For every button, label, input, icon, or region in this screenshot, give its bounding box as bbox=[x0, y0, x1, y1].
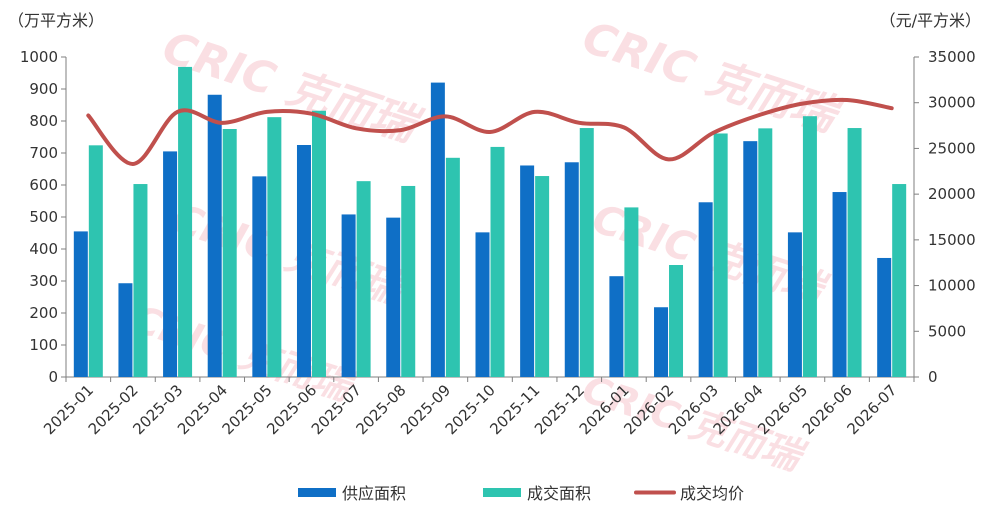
bar-transaction bbox=[311, 110, 326, 377]
avg-price-point bbox=[800, 102, 804, 106]
bar-supply bbox=[73, 231, 88, 377]
avg-price-point bbox=[756, 114, 760, 118]
bar-supply bbox=[475, 232, 490, 377]
right-tick-label: 25000 bbox=[928, 139, 976, 157]
avg-price-point bbox=[890, 106, 894, 110]
avg-price-point bbox=[443, 114, 447, 118]
legend-label: 成交面积 bbox=[527, 484, 591, 503]
watermark-text: CRIC 克而瑞 bbox=[167, 196, 414, 315]
bar-transaction bbox=[222, 129, 237, 377]
left-tick-label: 600 bbox=[29, 176, 58, 194]
legend: 供应面积 成交面积 成交均价 bbox=[298, 484, 744, 503]
bar-transaction bbox=[758, 128, 773, 377]
bar-transaction bbox=[847, 128, 862, 377]
bar-supply bbox=[654, 307, 669, 377]
bar-transaction bbox=[892, 184, 907, 377]
x-axis-ticks: 2025-012025-022025-032025-042025-052025-… bbox=[40, 381, 900, 438]
legend-label: 成交均价 bbox=[680, 484, 744, 503]
bar-transaction bbox=[178, 66, 193, 378]
right-tick-label: 15000 bbox=[928, 231, 976, 249]
bar-supply bbox=[430, 82, 445, 377]
right-tick-label: 0 bbox=[928, 368, 938, 386]
right-tick-label: 30000 bbox=[928, 94, 976, 112]
left-tick-label: 0 bbox=[48, 368, 58, 386]
left-tick-label: 1000 bbox=[20, 48, 58, 66]
left-tick-label: 100 bbox=[29, 336, 58, 354]
right-tick-label: 20000 bbox=[928, 185, 976, 203]
bar-supply bbox=[207, 94, 222, 377]
avg-price-point bbox=[265, 110, 269, 114]
right-tick-label: 10000 bbox=[928, 277, 976, 295]
bar-transaction bbox=[579, 128, 594, 377]
left-axis-unit: （万平方米） bbox=[8, 11, 104, 30]
legend-swatch bbox=[298, 488, 336, 497]
bar-supply bbox=[386, 217, 401, 377]
watermark-text: CRIC 克而瑞 bbox=[157, 22, 429, 154]
bar-transaction bbox=[267, 117, 282, 377]
axes: 0100200300400500600700800900100005000100… bbox=[20, 48, 976, 386]
avg-price-point bbox=[354, 126, 358, 130]
left-tick-label: 700 bbox=[29, 144, 58, 162]
bar-transaction bbox=[401, 185, 416, 377]
legend-swatch bbox=[483, 488, 521, 497]
avg-price-point bbox=[667, 157, 671, 161]
avg-price-point bbox=[533, 110, 537, 114]
bar-transaction bbox=[624, 207, 639, 377]
bar-supply bbox=[832, 192, 847, 377]
avg-price-point bbox=[309, 112, 313, 116]
avg-price-point bbox=[131, 162, 135, 166]
avg-price-point bbox=[399, 128, 403, 132]
avg-price-point bbox=[176, 110, 180, 114]
bar-transaction bbox=[535, 176, 550, 377]
left-tick-label: 300 bbox=[29, 272, 58, 290]
left-tick-label: 200 bbox=[29, 304, 58, 322]
bar-supply bbox=[609, 276, 624, 377]
bar-supply bbox=[252, 176, 267, 377]
bar-series bbox=[73, 66, 907, 378]
avg-price-point bbox=[220, 121, 224, 125]
bar-transaction bbox=[490, 146, 505, 377]
bar-transaction bbox=[88, 145, 103, 377]
line-series bbox=[86, 97, 894, 166]
bar-transaction bbox=[133, 184, 148, 377]
avg-price-point bbox=[86, 114, 90, 118]
right-axis-unit: （元/平方米） bbox=[880, 11, 981, 30]
right-tick-label: 35000 bbox=[928, 48, 976, 66]
bar-transaction bbox=[445, 157, 460, 377]
left-tick-label: 900 bbox=[29, 80, 58, 98]
bar-transaction bbox=[356, 181, 371, 377]
avg-price-point bbox=[488, 130, 492, 134]
bar-transaction bbox=[802, 116, 817, 377]
left-tick-label: 400 bbox=[29, 240, 58, 258]
bar-supply bbox=[341, 214, 356, 377]
bar-supply bbox=[698, 202, 713, 377]
bar-supply bbox=[296, 145, 311, 377]
bar-supply bbox=[743, 141, 758, 377]
bar-transaction bbox=[669, 265, 684, 377]
bar-supply bbox=[163, 151, 178, 377]
avg-price-point bbox=[577, 121, 581, 125]
legend-label: 供应面积 bbox=[342, 484, 406, 503]
bar-supply bbox=[564, 162, 579, 377]
avg-price-point bbox=[711, 131, 715, 135]
bar-supply bbox=[118, 283, 133, 377]
bar-supply bbox=[877, 257, 892, 377]
left-tick-label: 500 bbox=[29, 208, 58, 226]
bar-supply bbox=[787, 232, 802, 377]
x-tick-label: 2026-07 bbox=[843, 381, 900, 438]
left-tick-label: 800 bbox=[29, 112, 58, 130]
avg-price-point bbox=[622, 125, 626, 129]
right-tick-label: 5000 bbox=[928, 322, 966, 340]
bar-transaction bbox=[713, 133, 728, 377]
bar-supply bbox=[520, 165, 535, 377]
avg-price-point bbox=[845, 98, 849, 102]
